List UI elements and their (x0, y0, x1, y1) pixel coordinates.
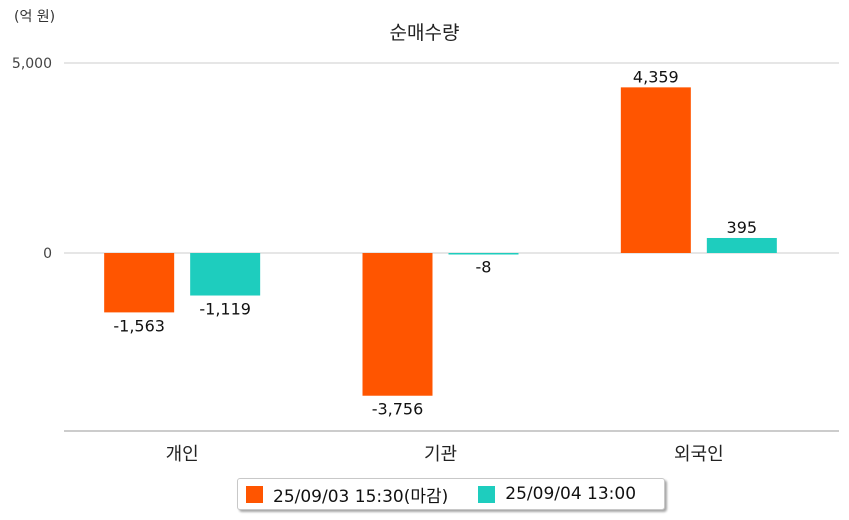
x-tick-label: 외국인 (674, 444, 724, 465)
chart-title: 순매수량 (389, 22, 460, 44)
data-label: -1,563 (113, 316, 165, 335)
legend-swatch-series-1 (246, 485, 263, 503)
x-tick-label: 기관 (424, 444, 457, 465)
bar (190, 253, 261, 296)
data-label: -3,756 (372, 400, 424, 419)
data-label: 4,359 (633, 67, 679, 86)
bar (362, 253, 433, 396)
legend-item-series-2[interactable]: 25/09/04 13:00 (478, 484, 636, 504)
y-axis-unit-label: (억 원) (14, 9, 56, 25)
y-tick-label: 0 (43, 246, 52, 262)
legend: 25/09/03 15:30(마감) 25/09/04 13:00 (237, 478, 665, 510)
bar (620, 87, 691, 253)
bar (104, 253, 175, 313)
data-label: -8 (476, 257, 492, 276)
bar (706, 237, 777, 253)
data-label: -1,119 (199, 300, 251, 319)
data-label: 395 (727, 218, 758, 237)
legend-item-series-1[interactable]: 25/09/03 15:30(마감) (246, 482, 448, 507)
bar (448, 253, 519, 255)
legend-swatch-series-2 (478, 485, 496, 503)
legend-label-series-1: 25/09/03 15:30(마감) (273, 486, 449, 507)
legend-label-series-2: 25/09/04 13:00 (505, 484, 637, 504)
y-tick-label: 5,000 (12, 56, 52, 72)
x-tick-label: 개인 (166, 444, 199, 465)
